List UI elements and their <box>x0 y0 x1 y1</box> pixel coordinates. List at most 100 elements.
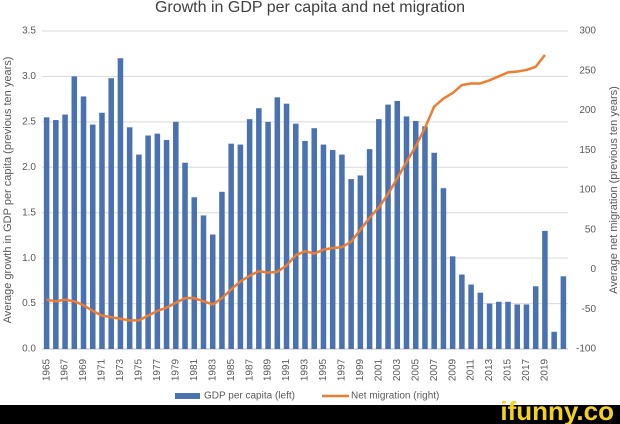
bar <box>560 276 567 349</box>
bar <box>154 133 161 349</box>
x-tick-label: 1977 <box>152 358 163 381</box>
bar <box>468 284 474 349</box>
y2-tick-label: 300 <box>579 26 596 37</box>
bar <box>89 124 96 349</box>
bar <box>163 140 170 349</box>
y2-tick-label: 250 <box>579 65 596 76</box>
bar <box>496 301 502 349</box>
bar <box>173 121 179 349</box>
bar <box>293 123 299 349</box>
bar <box>532 286 539 349</box>
x-tick-label: 2011 <box>466 359 477 381</box>
bar <box>366 149 373 349</box>
x-tick-label: 1993 <box>300 358 311 381</box>
x-tick-label: 1979 <box>170 358 181 381</box>
bar <box>459 274 465 349</box>
x-tick-label: 1987 <box>244 358 255 381</box>
bar <box>440 188 447 349</box>
bar <box>209 234 216 349</box>
bar <box>394 100 401 350</box>
y-tick-label: 3.0 <box>22 71 36 82</box>
x-tick-label: 1971 <box>97 358 108 381</box>
bar <box>514 304 521 349</box>
bar <box>256 108 262 349</box>
y2-tick-label: -50 <box>582 304 597 315</box>
y-tick-label: 3.5 <box>22 26 36 37</box>
bar <box>265 121 271 349</box>
bar <box>117 58 124 349</box>
x-tick-label: 2017 <box>521 358 532 381</box>
bar <box>542 230 548 349</box>
y2-tick-label: 0 <box>590 264 596 275</box>
bar <box>486 303 493 349</box>
bar <box>329 150 336 349</box>
x-tick-label: 1985 <box>226 358 237 381</box>
bar <box>237 144 244 349</box>
y2-tick-label: 100 <box>579 185 596 196</box>
x-tick-label: 1983 <box>207 358 218 381</box>
bar <box>348 179 354 349</box>
legend-swatch <box>175 393 200 399</box>
x-tick-label: 2009 <box>447 358 458 381</box>
bar <box>376 119 382 349</box>
y2-tick-label: -100 <box>576 344 596 355</box>
y2-tick-label: 150 <box>579 145 596 156</box>
y2-tick-label: 200 <box>579 105 596 116</box>
y-tick-label: 2.0 <box>22 162 36 173</box>
bar <box>182 162 188 349</box>
y-tick-label: 1.0 <box>22 253 36 264</box>
bar <box>274 97 281 349</box>
bar <box>449 256 456 349</box>
y-axis-label: Average growth in GDP per capita (previo… <box>2 57 14 324</box>
x-tick-label: 2001 <box>373 358 384 381</box>
x-tick-label: 2015 <box>503 358 514 381</box>
bar <box>551 331 557 349</box>
bar <box>53 120 59 349</box>
x-tick-label: 1999 <box>355 358 366 381</box>
x-tick-label: 2019 <box>540 358 551 381</box>
y2-axis-label: Average net migration (previous ten year… <box>608 86 620 294</box>
x-tick-label: 1969 <box>78 358 89 381</box>
bar <box>200 215 207 349</box>
bar <box>71 76 78 349</box>
bar <box>108 78 114 349</box>
bar <box>477 292 484 349</box>
bar <box>302 140 308 349</box>
legend-label: Net migration (right) <box>351 391 439 402</box>
x-tick-label: 1991 <box>281 358 292 381</box>
watermark: ifunny.co <box>500 396 614 424</box>
x-tick-label: 2003 <box>392 358 403 381</box>
legend-label: GDP per capita (left) <box>204 391 295 402</box>
x-tick-label: 1967 <box>60 358 71 381</box>
bar <box>246 119 253 349</box>
bar <box>80 96 87 349</box>
footer-band <box>0 405 620 424</box>
bar <box>505 301 511 349</box>
bar <box>283 103 290 349</box>
bar <box>62 114 68 350</box>
y-tick-label: 1.5 <box>22 207 36 218</box>
y-tick-label: 2.5 <box>22 116 36 127</box>
x-tick-label: 1981 <box>189 358 200 381</box>
x-tick-label: 1997 <box>337 358 348 381</box>
bar <box>43 117 50 349</box>
bar <box>126 127 133 350</box>
bar <box>136 154 142 349</box>
x-tick-label: 1973 <box>115 358 126 381</box>
bar <box>431 152 437 349</box>
bar <box>339 154 345 349</box>
x-tick-label: 2013 <box>484 358 495 381</box>
bar <box>523 304 530 349</box>
bar <box>228 143 234 349</box>
y2-tick-label: 50 <box>585 224 597 235</box>
x-tick-label: 1965 <box>41 358 52 381</box>
bar <box>320 144 327 349</box>
bar <box>403 116 410 349</box>
bar <box>422 126 428 350</box>
y-tick-label: 0.0 <box>22 344 36 355</box>
bar <box>412 120 419 349</box>
x-tick-label: 2005 <box>410 358 421 381</box>
chart-title: Growth in GDP per capita and net migrati… <box>155 0 465 16</box>
bar <box>311 128 317 349</box>
